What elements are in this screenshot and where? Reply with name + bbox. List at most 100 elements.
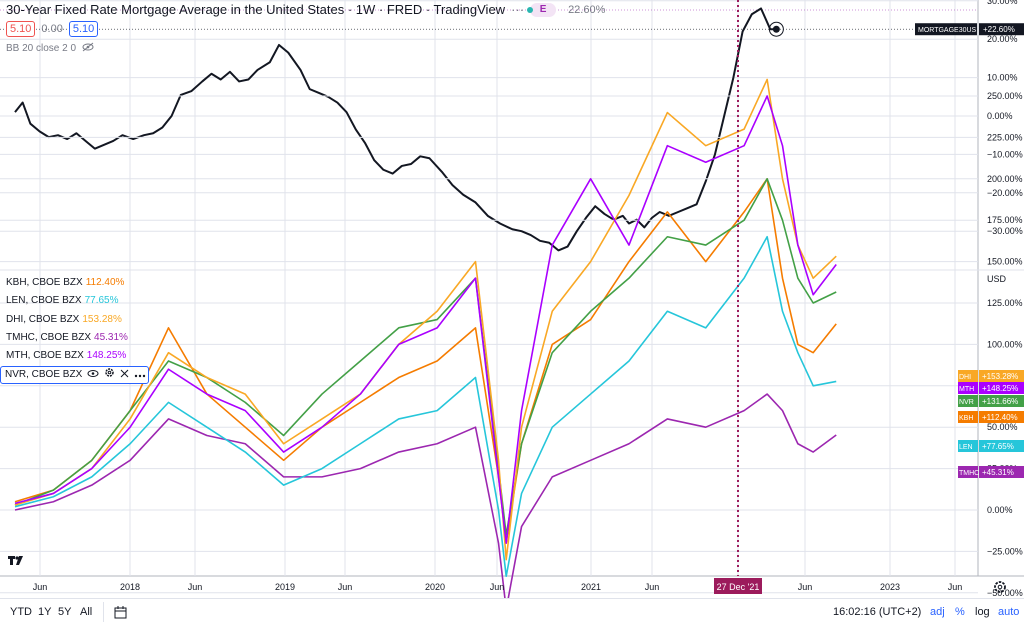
clock-time[interactable]: 16:02:16 (UTC+2) bbox=[833, 606, 922, 618]
chart-canvas[interactable]: −30.00% −20.00% −10.00% 0.00% 10.00% 20.00% 30… bbox=[0, 0, 1024, 598]
tradingview-logo[interactable] bbox=[8, 554, 26, 569]
y-tick-label: 0.00% bbox=[987, 505, 1013, 515]
y-tick-label: 200.00% bbox=[987, 174, 1023, 184]
y-tick-label: 250.00% bbox=[987, 91, 1023, 101]
symbol-legend: KBH, CBOE BZX 112.40% LEN, CBOE BZX 77.65%… bbox=[0, 275, 149, 387]
y-tick-label: 100.00% bbox=[987, 339, 1023, 349]
mortgage-series-line bbox=[14, 7, 777, 252]
sell-price-box[interactable]: 5.10 bbox=[6, 21, 36, 37]
last-value-label: +77.65% bbox=[982, 442, 1014, 451]
x-tick-label: 2023 bbox=[880, 582, 900, 592]
legend-name: NVR, CBOE BZX bbox=[5, 369, 83, 381]
last-value-name-tag bbox=[958, 411, 978, 423]
toolbar-divider bbox=[103, 602, 104, 622]
legend-value: 112.40% bbox=[85, 277, 125, 288]
more-icon[interactable] bbox=[134, 367, 146, 383]
indicator-row: BB 20 close 2 0 bbox=[6, 42, 94, 55]
legend-item-dhi[interactable]: DHI, CBOE BZX 153.28% bbox=[0, 312, 149, 328]
last-point-ring bbox=[768, 21, 784, 37]
last-value-name: TMHC bbox=[959, 470, 979, 477]
legend-value: 77.65% bbox=[84, 295, 119, 307]
eye-icon[interactable] bbox=[87, 367, 99, 383]
y-tick-label: 20.00% bbox=[987, 34, 1018, 44]
range-5y-button[interactable]: 5Y bbox=[58, 606, 72, 618]
last-value-name: KBH bbox=[959, 415, 973, 422]
crosshair-date-tag bbox=[714, 578, 762, 594]
legend-item-tmhc[interactable]: TMHC, CBOE BZX 45.31% bbox=[0, 330, 149, 346]
legend-value: 148.25% bbox=[86, 350, 127, 362]
last-value-label: +131.66% bbox=[982, 397, 1018, 406]
chart-title: 30-Year Fixed Rate Mortgage Average in t… bbox=[6, 2, 506, 17]
chart-header: 30-Year Fixed Rate Mortgage Average in t… bbox=[6, 2, 605, 17]
legend-item-nvr[interactable]: NVR, CBOE BZX bbox=[0, 366, 149, 385]
price-tag-value: +22.60% bbox=[983, 25, 1015, 34]
y-tick-label: 0.00% bbox=[987, 111, 1013, 121]
last-value-name-tag bbox=[958, 382, 978, 394]
buy-price-box[interactable]: 5.10 bbox=[68, 21, 99, 37]
series-line-dhi bbox=[14, 78, 837, 561]
last-value-tag bbox=[979, 395, 1024, 407]
series-line-mth bbox=[14, 95, 837, 544]
percent-toggle[interactable]: % bbox=[955, 606, 965, 618]
close-icon[interactable] bbox=[120, 367, 129, 383]
more-options-button[interactable]: ··· bbox=[511, 2, 525, 17]
x-tick-label: Jun bbox=[645, 582, 660, 592]
last-value-label: +45.31% bbox=[982, 468, 1014, 477]
legend-item-mth[interactable]: MTH, CBOE BZX 148.25% bbox=[0, 348, 149, 364]
last-value-name: DHI bbox=[959, 374, 971, 381]
last-value-name-tag bbox=[958, 440, 978, 452]
legend-item-len[interactable]: LEN, CBOE BZX 77.65% bbox=[0, 293, 149, 309]
auto-toggle[interactable]: auto bbox=[998, 606, 1020, 618]
last-value-label: +153.28% bbox=[982, 372, 1018, 381]
x-tick-label: Jun bbox=[33, 582, 48, 592]
y-tick-label: 125.00% bbox=[987, 298, 1023, 308]
last-point-marker bbox=[772, 25, 780, 33]
last-value-name-tag bbox=[958, 395, 978, 407]
x-tick-label: Jun bbox=[948, 582, 963, 592]
last-value-name: MTH bbox=[959, 386, 974, 393]
range-all-button[interactable]: All bbox=[80, 606, 93, 618]
last-value-tag bbox=[979, 466, 1024, 478]
x-tick-label: Jun bbox=[338, 582, 353, 592]
range-ytd-button[interactable]: YTD bbox=[10, 606, 32, 618]
series-line-len bbox=[14, 235, 837, 578]
x-tick-label: 2018 bbox=[120, 582, 140, 592]
gear-icon[interactable] bbox=[104, 367, 115, 383]
y-tick-label: 150.00% bbox=[987, 257, 1023, 267]
eye-slash-icon[interactable] bbox=[82, 42, 94, 55]
last-value-label: +112.40% bbox=[982, 413, 1018, 422]
series-name-label: MORTGAGE30US bbox=[918, 27, 977, 34]
settings-gear-icon[interactable] bbox=[994, 581, 1006, 593]
x-tick-label: 2020 bbox=[425, 582, 445, 592]
y-tick-label: 175.00% bbox=[987, 215, 1023, 225]
log-toggle[interactable]: log bbox=[975, 606, 990, 618]
y-tick-label: 10.00% bbox=[987, 73, 1018, 83]
indicator-label[interactable]: BB 20 close 2 0 bbox=[6, 43, 77, 54]
range-1y-button[interactable]: 1Y bbox=[38, 606, 52, 618]
series-line-tmhc bbox=[14, 393, 837, 598]
legend-value: 45.31% bbox=[94, 331, 128, 343]
adjust-toggle[interactable]: adj bbox=[930, 606, 945, 618]
gear-icon[interactable] bbox=[994, 581, 1006, 593]
go-to-date-icon[interactable] bbox=[114, 605, 128, 622]
gear-icon-center bbox=[997, 584, 1003, 590]
legend-name: MTH, CBOE BZX bbox=[6, 350, 84, 362]
earnings-badge[interactable]: E bbox=[527, 2, 557, 17]
crosshair-date-label: 27 Dec '21 bbox=[717, 582, 760, 592]
header-percent: 22.60% bbox=[568, 3, 606, 16]
last-value-tag bbox=[979, 440, 1024, 452]
last-value-name-tag bbox=[958, 370, 978, 382]
legend-item-kbh[interactable]: KBH, CBOE BZX 112.40% bbox=[0, 275, 149, 291]
y-tick-label: −50.00% bbox=[987, 588, 1023, 598]
price-change: 0.00 bbox=[41, 23, 63, 35]
last-value-tag bbox=[979, 370, 1024, 382]
x-tick-label: 2021 bbox=[581, 582, 601, 592]
y-tick-label: −10.00% bbox=[987, 149, 1023, 159]
legend-name: KBH, CBOE BZX bbox=[6, 277, 83, 288]
bottom-toolbar: YTD 1Y 5Y All 16:02:16 (UTC+2) adj % log… bbox=[0, 598, 1024, 628]
legend-name: DHI, CBOE BZX bbox=[6, 313, 80, 325]
price-tag bbox=[979, 23, 1024, 36]
x-tick-label: Jun bbox=[188, 582, 203, 592]
legend-value: 153.28% bbox=[82, 313, 122, 325]
y-tick-label: 225.00% bbox=[987, 132, 1023, 142]
